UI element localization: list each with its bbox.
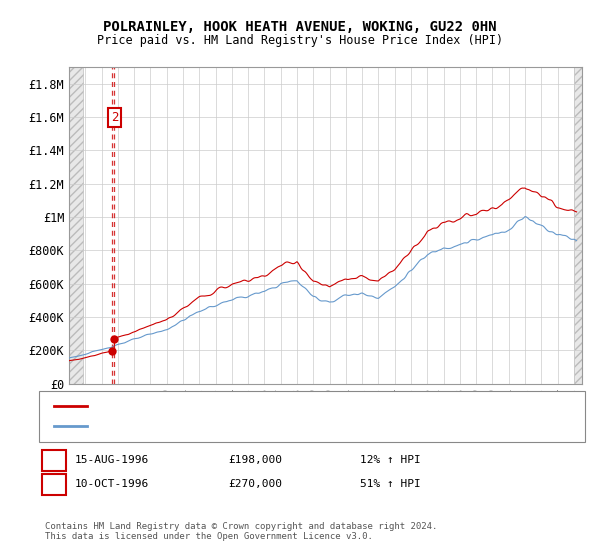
Text: HPI: Average price, detached house, Woking: HPI: Average price, detached house, Woki… [93,421,345,431]
Text: £270,000: £270,000 [228,479,282,489]
Text: Price paid vs. HM Land Registry's House Price Index (HPI): Price paid vs. HM Land Registry's House … [97,34,503,46]
Text: £198,000: £198,000 [228,455,282,465]
Text: 2: 2 [50,479,58,489]
Text: 12% ↑ HPI: 12% ↑ HPI [360,455,421,465]
Bar [69,67,83,384]
Bar [574,67,582,384]
Text: Contains HM Land Registry data © Crown copyright and database right 2024.
This d: Contains HM Land Registry data © Crown c… [45,522,437,542]
Text: 15-AUG-1996: 15-AUG-1996 [75,455,149,465]
Bar [574,67,582,384]
Text: POLRAINLEY, HOOK HEATH AVENUE, WOKING, GU22 0HN (detached house): POLRAINLEY, HOOK HEATH AVENUE, WOKING, G… [93,401,477,411]
Text: 1: 1 [50,455,58,465]
Text: POLRAINLEY, HOOK HEATH AVENUE, WOKING, GU22 0HN: POLRAINLEY, HOOK HEATH AVENUE, WOKING, G… [103,20,497,34]
Bar [69,67,83,384]
Text: 10-OCT-1996: 10-OCT-1996 [75,479,149,489]
Text: 2: 2 [110,111,118,124]
Text: 51% ↑ HPI: 51% ↑ HPI [360,479,421,489]
